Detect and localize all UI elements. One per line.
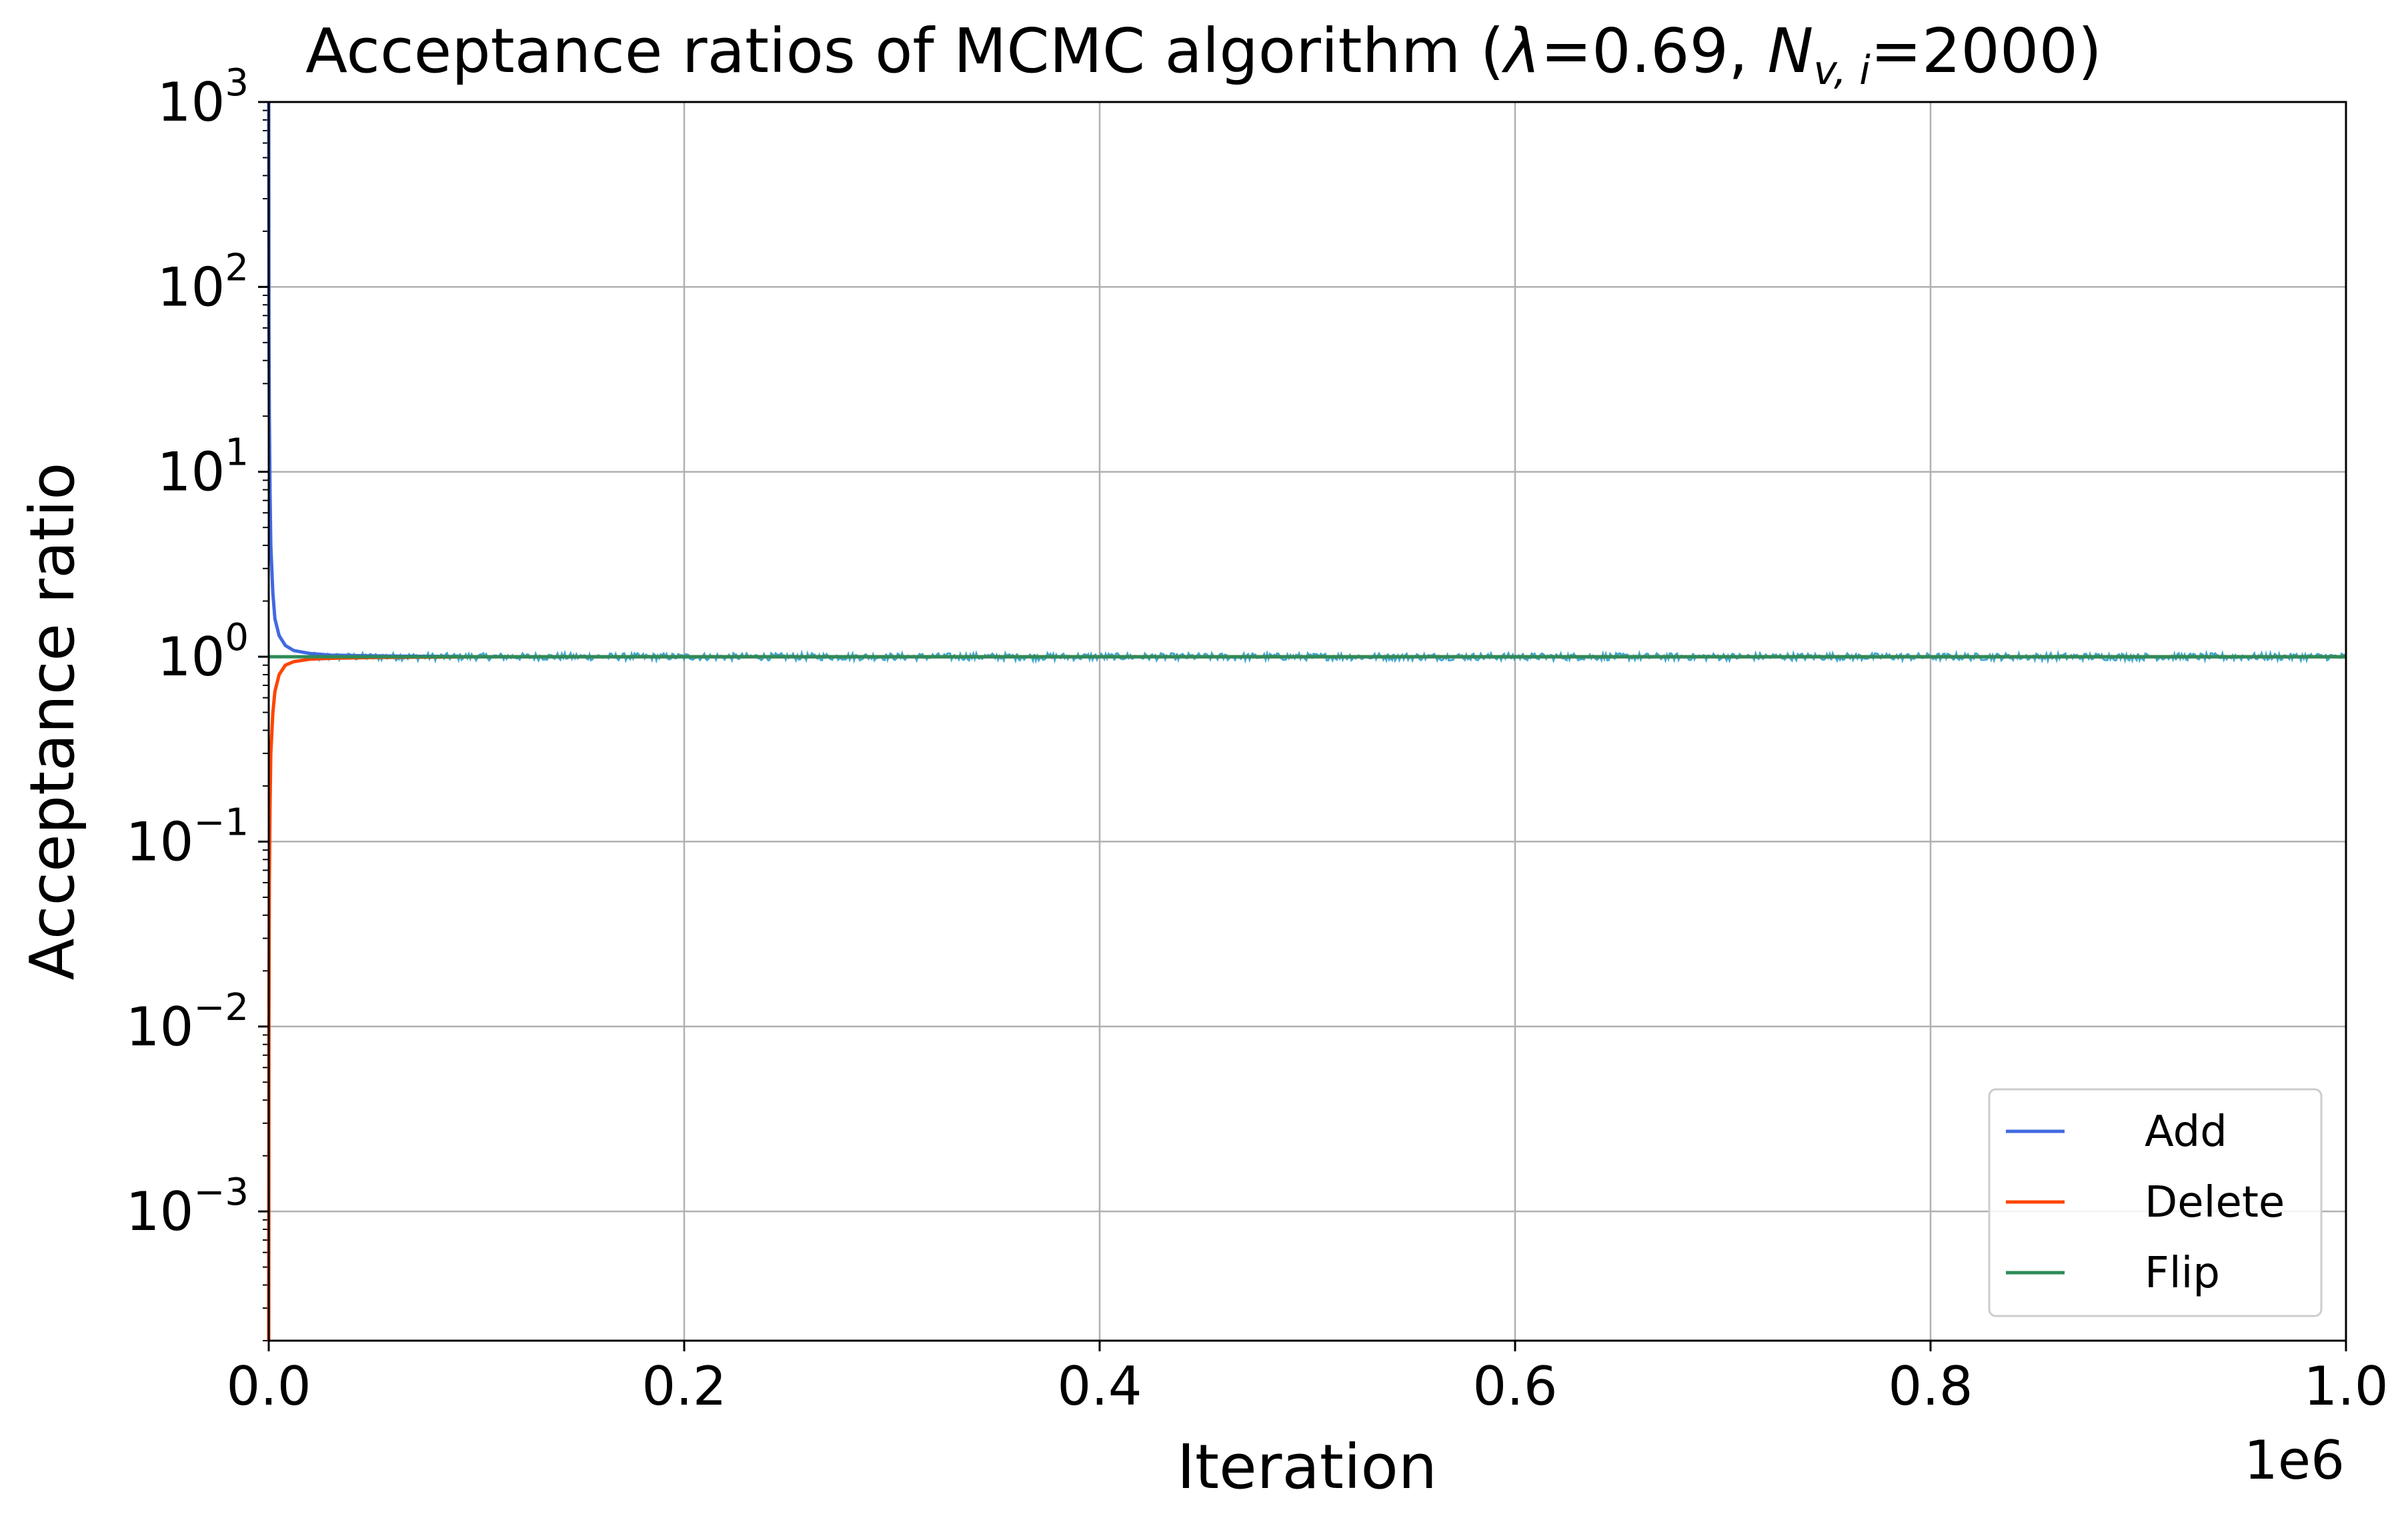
x-tick-label: 0.8 [1888, 1355, 1973, 1417]
y-tick-label: 10−1 [126, 801, 249, 873]
x-axis-ticks: 0.0 0.2 0.4 0.6 0.8 1.0 [226, 1341, 2389, 1417]
x-axis-title: Iteration [1177, 1431, 1437, 1503]
legend-frame [1988, 1088, 2323, 1317]
y-tick-label: 100 [157, 616, 249, 688]
y-axis-title: Acceptance ratio [17, 463, 88, 981]
y-tick-label: 102 [157, 246, 249, 318]
x-tick-label: 1.0 [2303, 1355, 2388, 1417]
legend-items: Add Delete Flip [2006, 1107, 2285, 1298]
plot-frame [267, 101, 2347, 1342]
y-tick-label: 10−2 [126, 986, 249, 1058]
y-axis-ticks: 10−3 10−2 10−1 100 101 102 103 [126, 61, 269, 1243]
legend-label-delete: Delete [2145, 1178, 2285, 1227]
y-tick-label: 101 [157, 431, 249, 503]
legend-label-flip: Flip [2145, 1249, 2220, 1298]
x-tick-label: 0.2 [642, 1355, 726, 1417]
x-tick-label: 0.4 [1057, 1355, 1142, 1417]
chart-title: Acceptance ratios of MCMC algorithm (λ=0… [305, 15, 2102, 94]
x-axis-offset-label: 1e6 [2244, 1429, 2345, 1491]
x-tick-label: 0.0 [226, 1355, 311, 1417]
x-tick-label: 0.6 [1472, 1355, 1557, 1417]
y-tick-label: 10−3 [126, 1171, 249, 1243]
legend-label-add: Add [2145, 1107, 2227, 1157]
legend: Add Delete Flip [1988, 1088, 2323, 1317]
series-lines [267, 101, 2347, 1341]
y-tick-label: 103 [157, 61, 249, 133]
